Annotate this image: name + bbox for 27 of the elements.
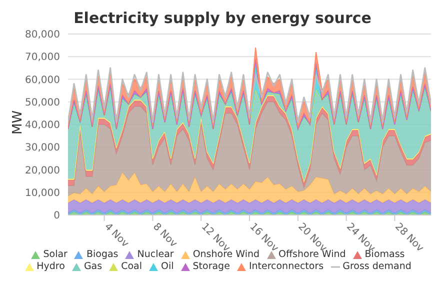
legend-label: Hydro bbox=[36, 261, 65, 273]
y-axis-title: MW bbox=[10, 110, 26, 134]
legend-label: Onshore Wind bbox=[192, 249, 260, 261]
legend-label: Gas bbox=[82, 261, 102, 273]
chart-title: Electricity supply by energy source bbox=[72, 8, 372, 28]
y-tick-label: 70,000 bbox=[25, 52, 60, 64]
legend-label: Storage bbox=[192, 261, 230, 273]
legend-label: Gross demand bbox=[342, 261, 412, 273]
legend-label: Coal bbox=[120, 261, 142, 273]
y-tick-label: 20,000 bbox=[25, 165, 60, 176]
y-tick-label: 80,000 bbox=[25, 30, 60, 41]
x-tick-label: 8 Nov bbox=[150, 221, 179, 250]
y-tick-label: 50,000 bbox=[25, 97, 60, 108]
legend-label: Biomass bbox=[364, 249, 405, 261]
legend-label: Oil bbox=[160, 261, 174, 273]
y-tick-label: 30,000 bbox=[25, 142, 60, 154]
y-tick-label: 40,000 bbox=[25, 120, 60, 132]
x-tick-label: 4 Nov bbox=[102, 221, 131, 250]
legend-label: Solar bbox=[42, 249, 68, 261]
y-tick-label: 0 bbox=[54, 210, 60, 222]
line-series bbox=[68, 67, 431, 123]
y-tick-label: 10,000 bbox=[25, 188, 60, 199]
legend-label: Biogas bbox=[85, 249, 118, 261]
y-tick-label: 60,000 bbox=[25, 74, 60, 86]
legend-label: Offshore Wind bbox=[278, 249, 346, 261]
legend-label: Nuclear bbox=[136, 249, 174, 261]
legend-label: Interconnectors bbox=[248, 261, 324, 273]
